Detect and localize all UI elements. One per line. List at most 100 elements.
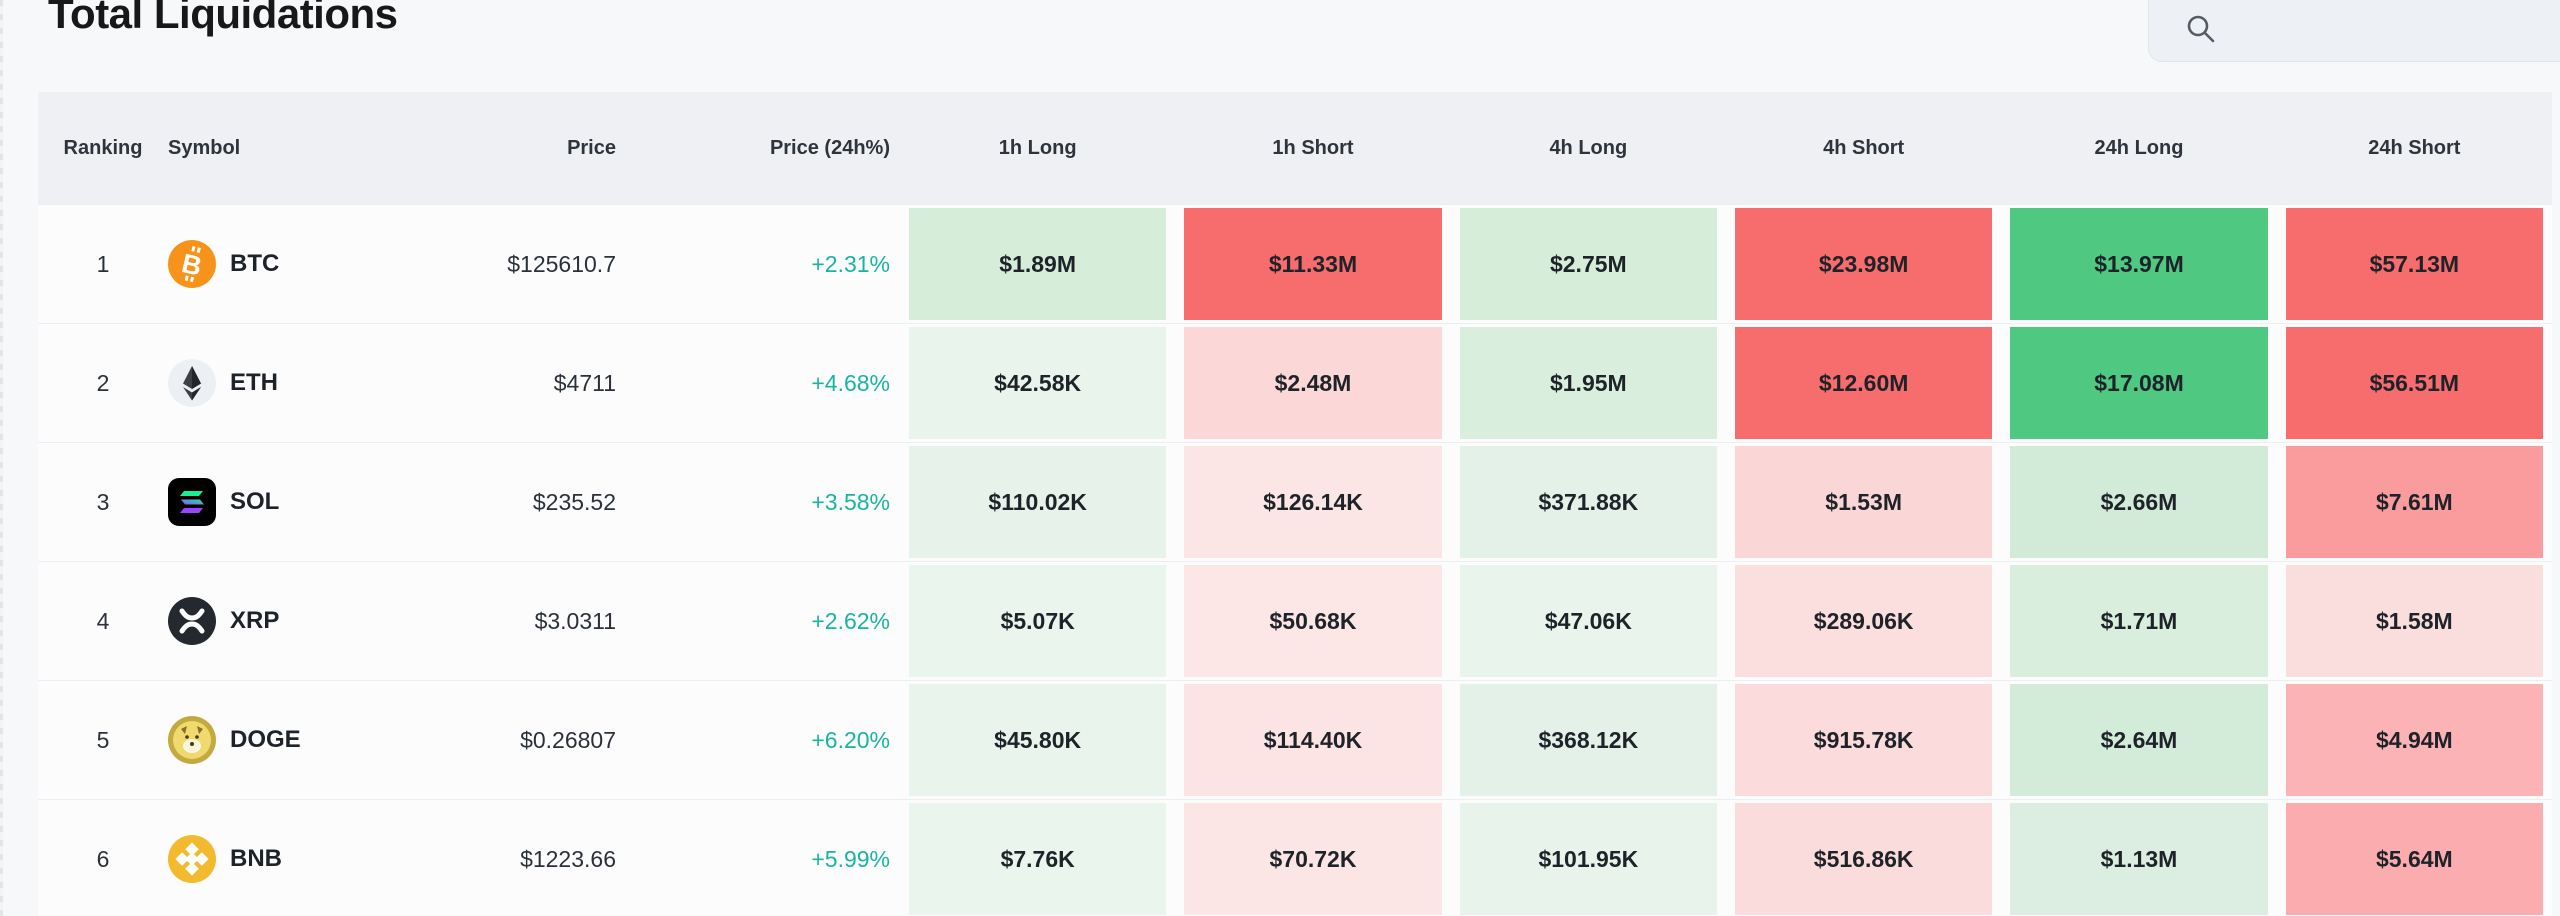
symbol-label: ETH: [230, 369, 278, 396]
liquidation-col-4h-short: $23.98M: [1726, 205, 2001, 323]
liquidation-cell-24h-long: $13.97M: [2010, 208, 2268, 320]
liquidation-col-1h-short: $50.68K: [1175, 562, 1450, 680]
liquidation-cell-1h-long: $45.80K: [909, 684, 1167, 796]
header-symbol[interactable]: Symbol: [168, 136, 241, 159]
liquidation-cell-1h-short: $114.40K: [1184, 684, 1442, 796]
table-row[interactable]: 3 SOL $235.52 +3.58% $110.02K $126.14K $371.88…: [38, 442, 2552, 561]
liquidation-cell-1h-short: $11.33M: [1184, 208, 1442, 320]
price-value: $235.52: [532, 488, 616, 515]
header-1h-long[interactable]: 1h Long: [998, 136, 1077, 159]
symbol-cell[interactable]: DOGE: [168, 716, 398, 764]
liquidation-col-1h-short: $114.40K: [1175, 681, 1450, 799]
table-header-row: Ranking Symbol Price Price (24h%) 1h Lon…: [38, 92, 2552, 204]
liquidation-col-1h-short: $70.72K: [1175, 800, 1450, 916]
liquidation-cell-1h-long: $110.02K: [909, 446, 1167, 558]
header-4h-long[interactable]: 4h Long: [1549, 136, 1628, 159]
header-24h-short[interactable]: 24h Short: [2368, 136, 2461, 159]
liquidation-cell-4h-long: $368.12K: [1459, 684, 1717, 796]
liquidation-col-4h-long: $368.12K: [1451, 681, 1726, 799]
liquidation-cell-24h-short: $4.94M: [2285, 684, 2543, 796]
symbol-cell[interactable]: BNB: [168, 835, 398, 883]
header-ranking[interactable]: Ranking: [63, 136, 143, 159]
symbol-label: DOGE: [230, 726, 301, 753]
symbol-cell[interactable]: B BTC: [168, 240, 398, 288]
price-change-value: +6.20%: [811, 726, 890, 753]
rank-value: 3: [96, 488, 110, 515]
liquidation-col-1h-short: $2.48M: [1175, 324, 1450, 442]
liquidations-table: Ranking Symbol Price Price (24h%) 1h Lon…: [38, 92, 2552, 916]
btc-icon: B: [168, 240, 216, 288]
table-row[interactable]: 1 B BTC $125610.7 +2.31% $1.89M $11.33M $2.75M $…: [38, 204, 2552, 323]
liquidation-cell-24h-long: $2.64M: [2010, 684, 2268, 796]
liquidation-col-24h-long: $1.71M: [2001, 562, 2276, 680]
header-4h-short[interactable]: 4h Short: [1823, 136, 1905, 159]
liquidation-col-4h-short: $1.53M: [1726, 443, 2001, 561]
liquidation-col-1h-long: $110.02K: [900, 443, 1175, 561]
liquidation-cell-24h-long: $17.08M: [2010, 327, 2268, 439]
liquidation-cell-4h-long: $2.75M: [1459, 208, 1717, 320]
liquidation-col-1h-long: $7.76K: [900, 800, 1175, 916]
liquidation-col-24h-short: $4.94M: [2277, 681, 2552, 799]
liquidation-cell-24h-long: $2.66M: [2010, 446, 2268, 558]
liquidation-col-4h-long: $371.88K: [1451, 443, 1726, 561]
eth-icon: [168, 359, 216, 407]
liquidation-col-24h-long: $2.66M: [2001, 443, 2276, 561]
liquidation-cell-1h-long: $7.76K: [909, 803, 1167, 915]
liquidation-col-1h-long: $42.58K: [900, 324, 1175, 442]
symbol-label: BTC: [230, 250, 280, 277]
liquidation-col-1h-long: $1.89M: [900, 205, 1175, 323]
liquidation-col-4h-long: $2.75M: [1451, 205, 1726, 323]
table-row[interactable]: 2 ETH $4711 +4.68% $42.58K $2.48M $1.95M $12.60…: [38, 323, 2552, 442]
liquidation-cell-4h-short: $915.78K: [1735, 684, 1993, 796]
price-value: $3.0311: [534, 607, 616, 634]
liquidation-cell-24h-short: $56.51M: [2285, 327, 2543, 439]
liquidation-cell-24h-long: $1.71M: [2010, 565, 2268, 677]
symbol-label: SOL: [230, 488, 280, 515]
liquidation-cell-1h-short: $2.48M: [1184, 327, 1442, 439]
price-value: $1223.66: [520, 845, 616, 872]
liquidation-col-24h-long: $1.13M: [2001, 800, 2276, 916]
liquidation-cell-1h-short: $70.72K: [1184, 803, 1442, 915]
price-change-value: +3.58%: [811, 488, 890, 515]
doge-icon: [168, 716, 216, 764]
price-value: $0.26807: [520, 726, 616, 753]
liquidation-cell-1h-short: $50.68K: [1184, 565, 1442, 677]
symbol-cell[interactable]: XRP: [168, 597, 398, 645]
liquidation-col-4h-long: $101.95K: [1451, 800, 1726, 916]
liquidation-cell-4h-short: $23.98M: [1735, 208, 1993, 320]
header-price[interactable]: Price: [567, 136, 616, 159]
table-body: 1 B BTC $125610.7 +2.31% $1.89M $11.33M $2.75M $…: [38, 204, 2552, 916]
liquidation-cell-24h-short: $5.64M: [2285, 803, 2543, 915]
liquidation-cell-1h-short: $126.14K: [1184, 446, 1442, 558]
liquidation-cell-24h-short: $7.61M: [2285, 446, 2543, 558]
liquidation-col-4h-long: $1.95M: [1451, 324, 1726, 442]
liquidation-col-4h-short: $516.86K: [1726, 800, 2001, 916]
price-change-value: +5.99%: [811, 845, 890, 872]
liquidation-cell-1h-long: $5.07K: [909, 565, 1167, 677]
liquidation-col-4h-short: $915.78K: [1726, 681, 2001, 799]
search-input[interactable]: [2229, 9, 2549, 53]
header-1h-short[interactable]: 1h Short: [1272, 136, 1354, 159]
table-row[interactable]: 5 DOGE $0.26807 +6.20% $45.80K $114.40K $368.1…: [38, 680, 2552, 799]
liquidation-col-24h-long: $13.97M: [2001, 205, 2276, 323]
symbol-cell[interactable]: ETH: [168, 359, 398, 407]
liquidation-col-24h-short: $7.61M: [2277, 443, 2552, 561]
price-value: $125610.7: [507, 250, 616, 277]
table-row[interactable]: 4 XRP $3.0311 +2.62% $5.07K $50.68K $47.06K $28…: [38, 561, 2552, 680]
search-box[interactable]: [2148, 0, 2560, 62]
header-price-24h[interactable]: Price (24h%): [769, 136, 890, 159]
liquidation-cell-4h-long: $1.95M: [1459, 327, 1717, 439]
liquidation-col-4h-short: $289.06K: [1726, 562, 2001, 680]
liquidation-col-1h-short: $11.33M: [1175, 205, 1450, 323]
liquidation-cell-4h-short: $12.60M: [1735, 327, 1993, 439]
symbol-cell[interactable]: SOL: [168, 478, 398, 526]
liquidation-col-24h-long: $17.08M: [2001, 324, 2276, 442]
liquidation-cell-4h-long: $101.95K: [1459, 803, 1717, 915]
rank-value: 6: [96, 845, 110, 872]
liquidation-cell-4h-short: $1.53M: [1735, 446, 1993, 558]
header-24h-long[interactable]: 24h Long: [2094, 136, 2184, 159]
table-row[interactable]: 6 BNB $1223.66 +5.99% $7.76K $70.72K $101.95K $…: [38, 799, 2552, 916]
liquidation-cell-24h-long: $1.13M: [2010, 803, 2268, 915]
liquidation-col-24h-short: $56.51M: [2277, 324, 2552, 442]
liquidation-cell-24h-short: $1.58M: [2285, 565, 2543, 677]
